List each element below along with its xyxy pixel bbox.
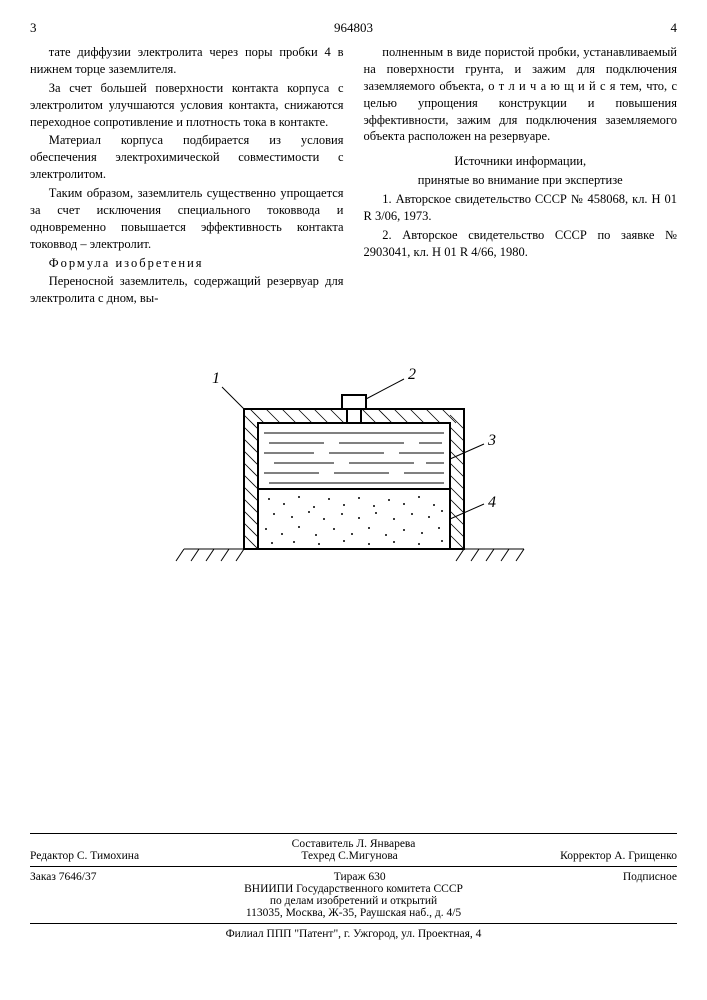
wall-hatch [244,409,464,549]
terminal [342,395,366,423]
liquid-layer [264,433,444,483]
left-column: тате диффузии электролита через поры про… [30,44,344,309]
porous-layer [265,496,443,545]
order-row: Заказ 7646/37 Тираж 630 Подписное [30,871,677,883]
sources-title: Источники информации, [364,153,678,170]
techred: Техред С.Мигунова [301,850,397,862]
figure: 1 2 3 4 [30,349,677,589]
corrector: Корректор А. Грищенко [560,850,677,862]
col-num-right: 4 [671,20,678,36]
text-columns: тате диффузии электролита через поры про… [30,44,677,309]
right-column: полненным в виде пористой пробки, уста­н… [364,44,678,309]
figure-label-3: 3 [487,432,496,449]
para: тате диффузии электролита через поры про… [30,44,344,78]
para: Таким образом, заземлитель существенно у… [30,185,344,253]
ground-hatch [176,549,524,561]
figure-label-4: 4 [488,494,496,511]
filial: Филиал ППП "Патент", г. Ужгород, ул. Про… [30,928,677,940]
address: 113035, Москва, Ж-35, Раушская наб., д. … [30,907,677,919]
podpisnoe: Подписное [623,871,677,883]
header-row: 3 964803 4 [30,20,677,36]
sources-subtitle: принятые во внимание при экспертизе [364,172,678,189]
figure-label-1: 1 [212,370,220,387]
source-item: 1. Авторское свидетельство СССР № 458068… [364,191,678,225]
doc-number: 964803 [334,20,373,36]
footer: Составитель Л. Январева Редактор С. Тимо… [30,829,677,940]
tirazh: Тираж 630 [334,871,386,883]
para: полненным в виде пористой пробки, уста­н… [364,44,678,145]
figure-label-2: 2 [408,366,416,383]
editor: Редактор С. Тимохина [30,850,139,862]
compiler: Составитель Л. Январева [30,838,677,850]
formula-title: Формула изобретения [30,255,344,272]
source-item: 2. Авторское свидетельство СССР по заявк… [364,227,678,261]
figure-svg: 1 2 3 4 [174,349,534,589]
container [244,409,464,549]
org-line-2: по делам изобретений и открытий [30,895,677,907]
para: Материал корпуса подбирается из условия … [30,132,344,183]
para-text: За счет большей поверхности контакта кор… [30,81,344,129]
staff-row: Редактор С. Тимохина Техред С.Мигунова К… [30,850,677,862]
col-num-left: 3 [30,20,37,36]
order: Заказ 7646/37 [30,871,97,883]
formula-title-text: Формула изобретения [49,256,204,270]
org-line-1: ВНИИПИ Государственного комитета СССР [30,883,677,895]
para: За счет большей поверхности контакта кор… [30,80,344,131]
page: 3 964803 4 тате диффузии электролита чер… [0,0,707,1000]
para: Переносной заземлитель, содержащий резер… [30,273,344,307]
